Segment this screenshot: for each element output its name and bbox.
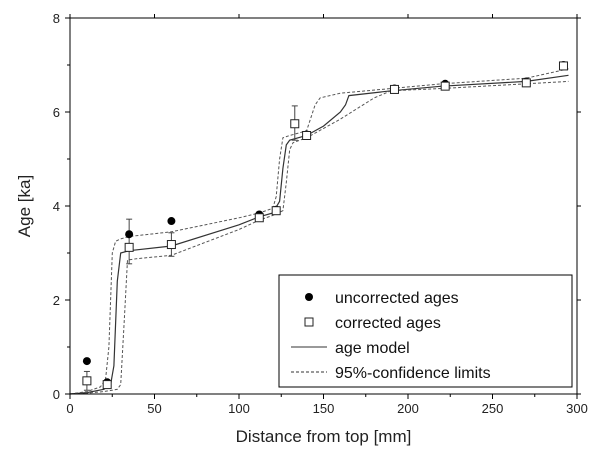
legend-marker-square: [304, 317, 314, 327]
legend: uncorrected ages corrected ages age model 9…: [278, 274, 573, 388]
y-tick-label: 2: [53, 293, 60, 308]
x-tick-label: 200: [397, 401, 419, 416]
legend-label: uncorrected ages: [335, 290, 459, 307]
data-points: [82, 61, 568, 390]
legend-label: age model: [335, 340, 410, 357]
corrected-age-point: [558, 61, 568, 71]
x-tick-label: 50: [147, 401, 161, 416]
confidence-limit-line: [69, 80, 569, 395]
x-tick-label: 150: [313, 401, 335, 416]
corrected-age-point: [290, 119, 300, 129]
uncorrected-age-point: [125, 230, 134, 239]
legend-label: corrected ages: [335, 315, 441, 332]
legend-box: [278, 274, 573, 388]
uncorrected-age-point: [82, 357, 91, 366]
corrected-age-point: [166, 240, 176, 250]
x-tick-label: 250: [482, 401, 504, 416]
age-model-line: [69, 74, 569, 395]
y-tick-label: 4: [53, 199, 60, 214]
axes: 0 50 100 150 200 250 300 0 2 4 6 8 Distance from top…: [15, 11, 588, 446]
corrected-age-point: [102, 380, 112, 390]
corrected-age-point: [389, 84, 399, 94]
x-axis-label: Distance from top [mm]: [236, 427, 412, 446]
corrected-age-point: [254, 213, 264, 223]
y-tick-label: 0: [53, 387, 60, 402]
legend-marker-circle: [305, 293, 313, 301]
corrected-age-point: [82, 376, 92, 386]
y-tick-label: 8: [53, 11, 60, 26]
corrected-age-point: [440, 81, 450, 91]
x-tick-label: 0: [66, 401, 73, 416]
corrected-age-point: [302, 131, 312, 140]
y-axis-label: Age [ka]: [15, 175, 34, 237]
y-tick-label: 6: [53, 105, 60, 120]
x-tick-label: 100: [228, 401, 250, 416]
legend-label: 95%-confidence limits: [335, 365, 491, 382]
uncorrected-age-point: [167, 217, 176, 226]
corrected-age-point: [271, 206, 281, 216]
x-tick-label: 300: [566, 401, 588, 416]
corrected-age-point: [124, 242, 134, 252]
corrected-age-point: [521, 78, 531, 88]
